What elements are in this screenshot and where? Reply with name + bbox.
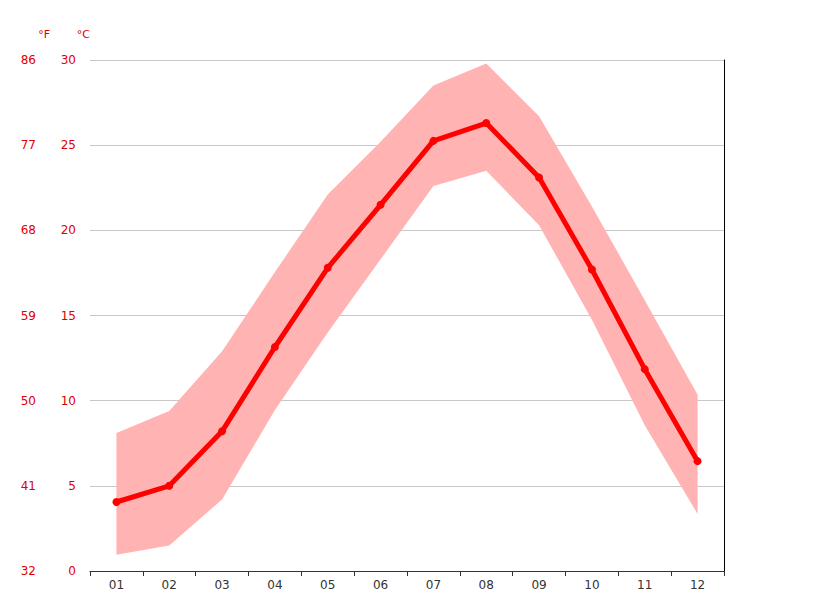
svg-text:0: 0 bbox=[68, 564, 76, 578]
svg-text:32: 32 bbox=[21, 564, 36, 578]
svg-text:86: 86 bbox=[21, 53, 36, 67]
svg-text:04: 04 bbox=[267, 578, 282, 592]
svg-text:25: 25 bbox=[61, 138, 76, 152]
svg-text:°C: °C bbox=[77, 28, 91, 41]
svg-text:08: 08 bbox=[479, 578, 494, 592]
svg-text:02: 02 bbox=[162, 578, 177, 592]
svg-text:30: 30 bbox=[61, 53, 76, 67]
svg-text:07: 07 bbox=[426, 578, 441, 592]
svg-text:01: 01 bbox=[109, 578, 124, 592]
svg-text:50: 50 bbox=[21, 394, 36, 408]
svg-text:59: 59 bbox=[21, 309, 36, 323]
svg-text:41: 41 bbox=[21, 479, 36, 493]
svg-text:°F: °F bbox=[38, 28, 50, 41]
svg-text:15: 15 bbox=[61, 309, 76, 323]
svg-text:5: 5 bbox=[68, 479, 76, 493]
svg-text:05: 05 bbox=[320, 578, 335, 592]
svg-text:10: 10 bbox=[61, 394, 76, 408]
svg-text:10: 10 bbox=[584, 578, 599, 592]
svg-text:77: 77 bbox=[21, 138, 36, 152]
svg-text:06: 06 bbox=[373, 578, 388, 592]
svg-text:68: 68 bbox=[21, 223, 36, 237]
svg-text:11: 11 bbox=[637, 578, 652, 592]
svg-text:09: 09 bbox=[531, 578, 546, 592]
svg-text:03: 03 bbox=[214, 578, 229, 592]
svg-text:12: 12 bbox=[690, 578, 705, 592]
svg-text:20: 20 bbox=[61, 223, 76, 237]
